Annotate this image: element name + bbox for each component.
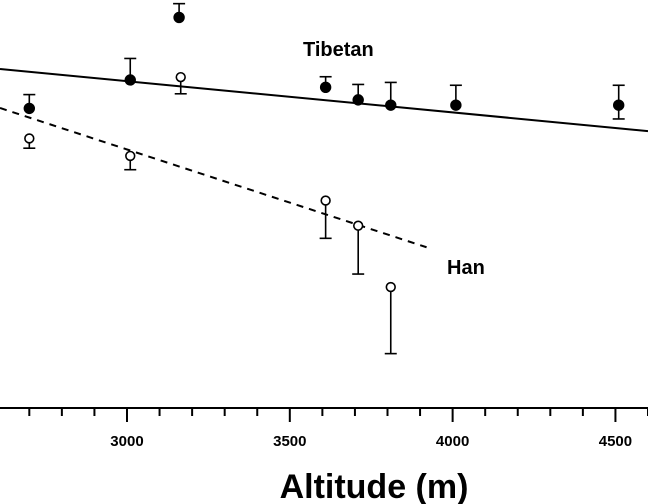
point-tibetan-open-3165 [175,71,186,83]
x-axis-ticks [28,408,648,422]
point-tibetan-filled-2700 [23,102,36,115]
annotation-han: Han [447,257,485,279]
x-axis-label: Altitude (m) [280,468,469,504]
point-han-open-3610 [320,195,331,206]
point-tibetan-filled-3810 [385,99,397,111]
regression-lines [0,68,648,249]
x-tick-label-4000: 4000 [436,433,469,450]
point-han-open-3710 [352,220,364,231]
point-tibetan-filled-4510 [612,99,625,111]
regression-line-han [0,107,427,249]
x-tick-label-4500: 4500 [599,433,632,450]
data-points [23,2,625,355]
point-tibetan-filled-3710 [352,94,364,106]
point-han-open-3810 [385,281,396,293]
point-tibetan-filled-4010 [450,99,462,111]
point-han-open-2700 [24,133,35,144]
point-tibetan-filled-3610 [319,81,332,93]
x-axis-tick-labels: 3000 3500 4000 4500 [110,433,632,450]
point-han-open-3010 [125,150,136,162]
point-tibetan-filled-3160 [173,11,185,24]
x-tick-label-3000: 3000 [110,433,143,450]
x-tick-label-3500: 3500 [273,433,306,450]
point-tibetan-filled-3010 [124,74,136,86]
annotation-tibetan: Tibetan [303,39,374,61]
regression-line-tibetan [0,68,648,133]
